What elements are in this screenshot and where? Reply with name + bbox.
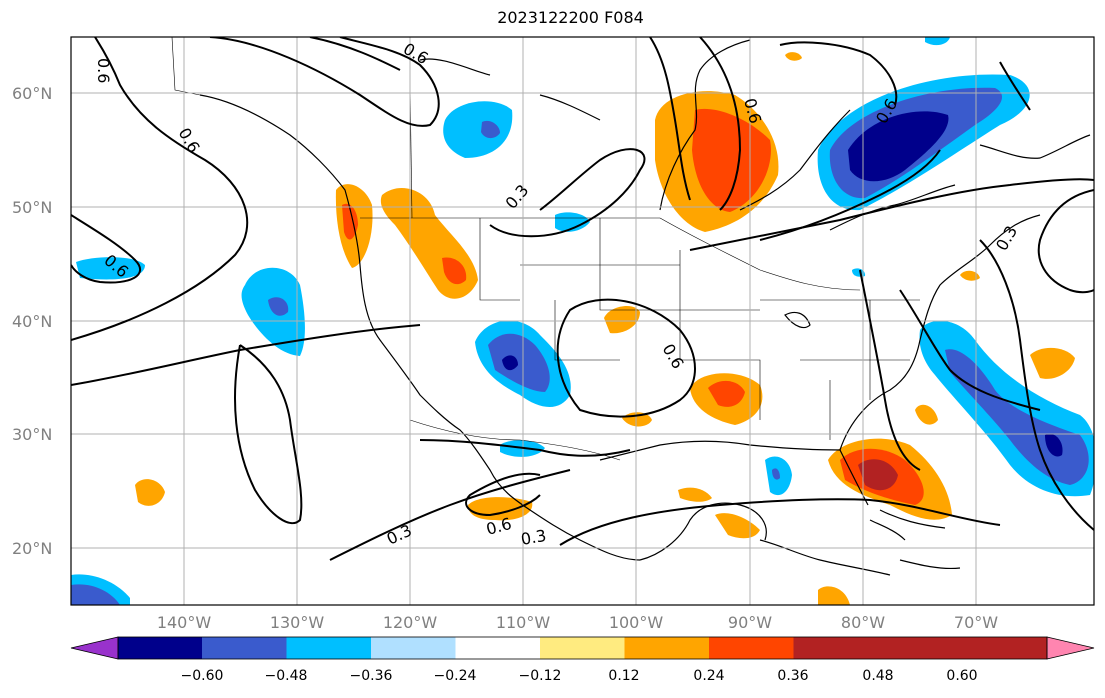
colorbar-tick: −0.12 [519,668,562,684]
colorbar-tick: −0.36 [350,668,393,684]
colorbar-cell [624,637,709,659]
colorbar-ticks: −0.60 −0.48 −0.36 −0.24 −0.12 0.12 0.24 … [181,668,978,684]
map-title: 2023122200 F084 [497,8,644,27]
colorbar-tick: −0.48 [265,668,308,684]
longitude-labels: 140°W 130°W 120°W 110°W 100°W 90°W 80°W … [157,613,998,632]
colorbar-tick: 0.60 [946,668,977,684]
lat-label: 50°N [12,198,52,217]
colorbar-tick: −0.60 [181,668,224,684]
political-borders [171,37,920,461]
shaded-anomalies [71,37,1094,605]
lat-label: 40°N [12,312,52,331]
colorbar: −0.60 −0.48 −0.36 −0.24 −0.12 0.12 0.24 … [70,636,1095,684]
lon-label: 110°W [496,613,551,632]
colorbar-cell [286,637,371,659]
colorbar-cell [709,637,794,659]
contour-label: 0.3 [519,526,547,549]
contour-lines [71,37,1094,561]
colorbar-cell [540,637,625,659]
lat-label: 60°N [12,84,52,103]
colorbar-cell [118,637,202,659]
colorbar-cell [455,637,540,659]
contour-label: 0.6 [94,58,113,83]
colorbar-cell [202,637,287,659]
lon-label: 130°W [270,613,325,632]
colorbar-cell [793,637,1047,659]
lon-label: 120°W [383,613,438,632]
lon-label: 70°W [954,613,998,632]
colorbar-tick: 0.36 [777,668,808,684]
lon-label: 90°W [728,613,772,632]
colorbar-tick: 0.48 [862,668,893,684]
lon-label: 100°W [609,613,664,632]
latitude-labels: 60°N 50°N 40°N 30°N 20°N [12,84,52,558]
lat-label: 20°N [12,539,52,558]
colorbar-extend-high [1047,637,1094,659]
colorbar-extend-low [71,637,118,659]
lat-label: 30°N [12,425,52,444]
colorbar-tick: 0.12 [608,668,639,684]
map-frame [70,36,1095,606]
colorbar-tick: −0.24 [434,668,477,684]
graticule [71,37,1094,605]
colorbar-cell [371,637,456,659]
lon-label: 80°W [841,613,885,632]
lon-label: 140°W [157,613,212,632]
colorbar-tick: 0.24 [693,668,724,684]
